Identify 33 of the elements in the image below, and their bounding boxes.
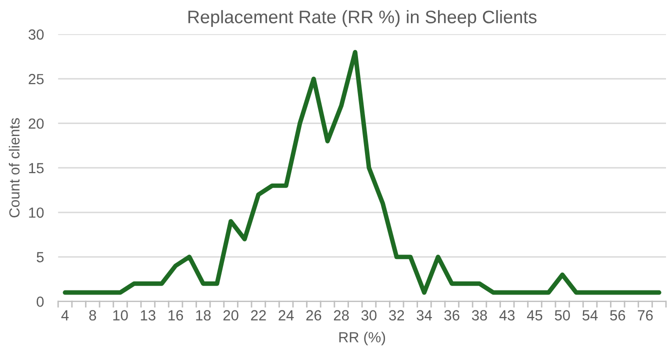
y-tick-label: 5 xyxy=(36,252,44,262)
y-tick-label: 15 xyxy=(29,163,44,174)
x-tick-label: 16 xyxy=(168,310,184,320)
x-tick-label: 43 xyxy=(499,310,515,320)
y-tick-label: 20 xyxy=(28,118,44,129)
x-tick-label: 26 xyxy=(306,310,322,320)
x-tick-label: 32 xyxy=(389,310,404,320)
x-tick-label: 13 xyxy=(140,310,156,320)
x-tick-label: 30 xyxy=(361,310,377,320)
x-tick-label: 76 xyxy=(638,310,653,320)
x-tick-label: 10 xyxy=(113,310,128,320)
x-tick-label: 38 xyxy=(472,310,487,320)
x-tick-label: 54 xyxy=(582,310,598,320)
chart-title: Replacement Rate (RR %) in Sheep Clients xyxy=(188,10,537,27)
x-tick-label: 22 xyxy=(251,310,266,320)
y-tick-label: 10 xyxy=(29,207,44,218)
x-tick-label: 8 xyxy=(89,310,96,320)
x-tick-label: 18 xyxy=(196,310,211,320)
line-series xyxy=(62,50,662,295)
y-tick-label: 0 xyxy=(36,296,44,307)
x-tick-label: 45 xyxy=(526,310,542,320)
x-tick-label: 34 xyxy=(416,310,432,320)
x-tick-label: 20 xyxy=(223,310,238,320)
y-tick-label: 25 xyxy=(28,74,44,84)
x-tick-label: 50 xyxy=(554,310,570,320)
y-tick-label: 30 xyxy=(28,29,44,40)
x-tick-label: 28 xyxy=(334,310,349,320)
x-axis-title: RR (%) xyxy=(339,332,386,346)
x-tick-label: 24 xyxy=(278,310,294,320)
x-tick-label: 56 xyxy=(610,310,626,320)
y-axis-title: Count of clients xyxy=(8,118,20,218)
x-tick-label: 4 xyxy=(61,310,69,320)
x-tick-label: 36 xyxy=(444,310,460,320)
